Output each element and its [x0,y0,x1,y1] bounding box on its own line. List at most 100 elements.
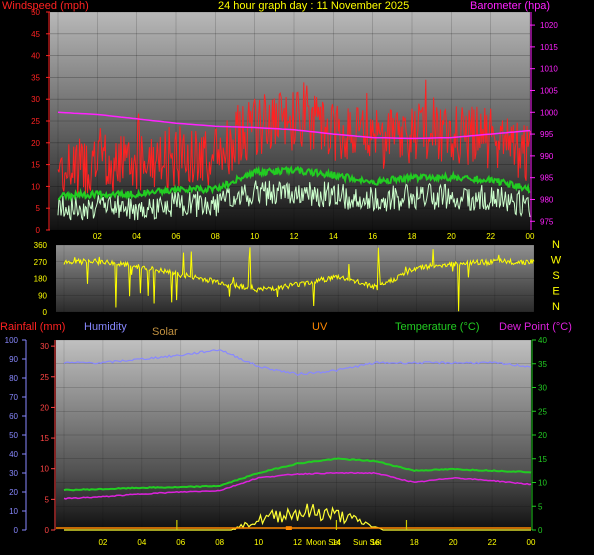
wind-hour-label: 14 [329,232,338,241]
temperature-tick-label: 5 [538,502,543,511]
sun-set-label: Sun Set [353,538,382,547]
humidity-tick-label: 90 [9,355,18,364]
axes: 0510152025303540455097598098599099510001… [5,8,562,547]
wind-hour-label: 00 [526,232,535,241]
windspeed-axis-label: Windspeed (mph) [2,0,89,12]
barometer-tick-label: 1020 [540,21,558,30]
wind-hour-label: 04 [132,232,141,241]
direction-tick-label: 90 [38,291,47,300]
wind-tick-label: 40 [31,52,40,61]
direction-tick-label: 180 [34,275,48,284]
temperature-tick-label: 35 [538,360,547,369]
solar-line [64,503,531,531]
rainfall-tick-label: 0 [45,526,50,535]
uv-axis-label: UV [312,321,328,333]
wind-hour-label: 02 [93,232,102,241]
temperature-grid [56,339,532,531]
barometer-tick-label: 995 [540,130,554,139]
rainfall-tick-label: 5 [45,495,50,504]
barometer-tick-label: 1015 [540,43,558,52]
humidity-line [63,349,532,376]
humidity-tick-label: 70 [9,393,18,402]
wind-plot [57,79,531,221]
wind-gust-line [57,79,531,196]
wind-hour-label: 06 [172,232,181,241]
rainfall-tick-label: 20 [40,403,49,412]
rainfall-axis-label: Rainfall (mm) [0,321,65,333]
temperature-line [63,457,532,492]
temperature-hour-label: 08 [215,538,224,547]
wind-hour-label: 20 [447,232,456,241]
barometer-tick-label: 1010 [540,65,558,74]
direction-panel [56,245,534,312]
temperature-hour-label: 18 [410,538,419,547]
temperature-hour-label: 22 [488,538,497,547]
barometer-axis-label: Barometer (hpa) [470,0,550,12]
compass-label: N [552,301,560,313]
wind-tick-label: 35 [31,73,40,82]
temperature-hour-label: 06 [176,538,185,547]
humidity-tick-label: 0 [14,526,19,535]
wind-hour-label: 16 [368,232,377,241]
compass-label: E [552,286,559,298]
humidity-axis-label: Humidity [84,321,127,333]
dewpoint-axis-label: Dew Point (°C) [499,321,572,333]
temperature-hour-label: 14 [332,538,341,547]
wind-tick-label: 20 [31,139,40,148]
humidity-tick-label: 80 [9,374,18,383]
direction-tick-label: 270 [34,258,48,267]
compass-label: W [551,255,562,267]
temperature-tick-label: 40 [538,336,547,345]
compass-label: N [552,239,560,251]
dewpoint-line [63,471,532,500]
temperature-hour-label: 02 [98,538,107,547]
barometer-line [57,111,531,140]
wind-tick-label: 10 [31,182,40,191]
wind-hour-label: 10 [250,232,259,241]
temperature-tick-label: 10 [538,479,547,488]
rainfall-tick-label: 10 [40,465,49,474]
wind-tick-label: 0 [36,226,41,235]
humidity-tick-label: 10 [9,507,18,516]
temperature-hour-label: 04 [137,538,146,547]
temperature-panel [56,340,531,530]
temperature-hour-label: 16 [371,538,380,547]
temperature-hour-label: 20 [449,538,458,547]
humidity-tick-label: 20 [9,488,18,497]
wind-tick-label: 25 [31,117,40,126]
temperature-tick-label: 15 [538,455,547,464]
humidity-tick-label: 60 [9,412,18,421]
temperature-axis-label: Temperature (°C) [395,321,479,333]
compass-label: S [552,270,559,282]
wind-hour-label: 18 [408,232,417,241]
wind-hour-label: 08 [211,232,220,241]
wind-tick-label: 30 [31,95,40,104]
wind-average-line [57,165,531,203]
wind-tick-label: 45 [31,30,40,39]
humidity-tick-label: 50 [9,431,18,440]
temperature-plot [56,349,532,531]
barometer-tick-label: 990 [540,152,554,161]
wind-tick-label: 15 [31,161,40,170]
temperature-hour-label: 12 [293,538,302,547]
direction-plot [63,247,535,312]
wind-tick-label: 50 [31,8,40,17]
wind-tick-label: 5 [36,204,41,213]
wind-direction-line [63,247,535,312]
barometer-tick-label: 1000 [540,108,558,117]
chart-title: 24 hour graph day : 11 November 2025 [218,0,409,12]
rainfall-tick-label: 15 [40,434,49,443]
barometer-tick-label: 1005 [540,86,558,95]
temperature-tick-label: 20 [538,431,547,440]
rainfall-tick-label: 25 [40,373,49,382]
temperature-tick-label: 0 [538,526,543,535]
humidity-tick-label: 100 [5,336,19,345]
temperature-tick-label: 30 [538,384,547,393]
barometer-tick-label: 975 [540,217,554,226]
humidity-tick-label: 30 [9,469,18,478]
rainfall-tick-label: 30 [40,342,49,351]
direction-tick-label: 0 [43,308,48,317]
barometer-tick-label: 985 [540,174,554,183]
wind-light-line [57,180,531,221]
